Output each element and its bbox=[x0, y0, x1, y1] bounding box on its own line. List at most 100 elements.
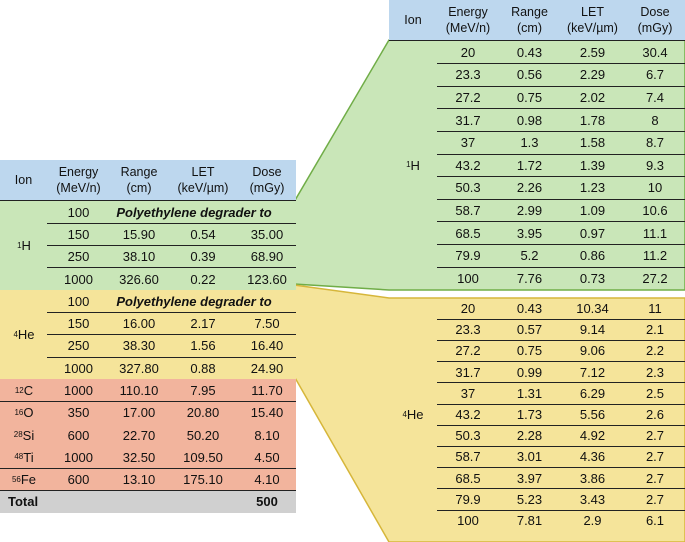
header-line-2: (mGy) bbox=[637, 21, 673, 35]
let-cell: 7.95 bbox=[190, 383, 216, 399]
range-cell: 0.43 bbox=[516, 44, 543, 60]
row-rule bbox=[437, 403, 685, 405]
row-rule bbox=[47, 267, 296, 269]
range-cell: 2.26 bbox=[516, 180, 543, 196]
element-symbol: He bbox=[17, 327, 35, 343]
header-line-1: Range bbox=[120, 165, 158, 179]
dose-cell: 68.90 bbox=[250, 249, 284, 265]
header-line-2: (keV/µm) bbox=[177, 181, 229, 195]
range-cell: 16.00 bbox=[122, 316, 156, 332]
energy-cell: 250 bbox=[67, 338, 90, 354]
range-cell: 0.98 bbox=[516, 112, 543, 128]
column-header: LET (keV/µm) bbox=[560, 0, 625, 40]
let-cell: 0.86 bbox=[579, 248, 606, 264]
let-cell: 1.78 bbox=[579, 112, 606, 128]
row-rule bbox=[437, 424, 685, 426]
energy-cell: 150 bbox=[67, 316, 90, 332]
range-cell: 0.75 bbox=[516, 89, 543, 105]
energy-cell: 79.9 bbox=[455, 491, 481, 507]
energy-cell: 58.7 bbox=[455, 202, 481, 218]
let-cell: 1.58 bbox=[579, 135, 606, 151]
energy-cell: 31.7 bbox=[455, 364, 481, 380]
dose-cell: 4.50 bbox=[254, 449, 280, 465]
let-cell: 175.10 bbox=[183, 472, 223, 488]
column-header: Range (cm) bbox=[499, 0, 560, 40]
let-cell: 1.23 bbox=[579, 180, 606, 196]
header-line-2: (MeV/n) bbox=[56, 181, 101, 195]
let-cell: 2.59 bbox=[579, 44, 606, 60]
dose-cell: 2.5 bbox=[645, 385, 665, 401]
let-cell: 0.97 bbox=[579, 225, 606, 241]
energy-cell: 250 bbox=[67, 249, 90, 265]
range-cell: 2.99 bbox=[516, 202, 543, 218]
dose-cell: 15.40 bbox=[250, 405, 284, 421]
dose-cell: 7.4 bbox=[645, 89, 665, 105]
range-cell: 327.80 bbox=[119, 360, 159, 376]
header-line-2: (cm) bbox=[517, 21, 542, 35]
row-rule bbox=[437, 130, 685, 132]
header-line-1: Dose bbox=[252, 165, 282, 179]
energy-cell: 100 bbox=[67, 204, 90, 220]
energy-cell: 1000 bbox=[64, 449, 93, 465]
row-rule bbox=[437, 221, 685, 223]
dose-cell: 4.10 bbox=[254, 472, 280, 488]
element-symbol: H bbox=[410, 157, 420, 173]
let-cell: 1.39 bbox=[579, 157, 606, 173]
energy-cell: 58.7 bbox=[455, 449, 481, 465]
range-cell: 32.50 bbox=[122, 449, 156, 465]
let-cell: 10.34 bbox=[576, 301, 609, 317]
energy-cell: 43.2 bbox=[455, 407, 481, 423]
total-band bbox=[0, 490, 296, 513]
energy-cell: 68.5 bbox=[455, 225, 481, 241]
dose-cell: 10 bbox=[647, 180, 663, 196]
row-rule bbox=[437, 488, 685, 490]
range-cell: 7.81 bbox=[516, 513, 543, 529]
energy-cell: 37 bbox=[460, 135, 476, 151]
dose-cell: 6.7 bbox=[645, 67, 665, 83]
ion-label: 4 He bbox=[402, 407, 424, 423]
element-symbol: C bbox=[23, 383, 34, 399]
let-cell: 9.06 bbox=[579, 343, 606, 359]
dose-cell: 24.90 bbox=[250, 360, 284, 376]
group-band-c bbox=[0, 379, 296, 402]
row-rule bbox=[47, 245, 296, 247]
header-line-1: Ion bbox=[14, 173, 33, 187]
energy-cell: 68.5 bbox=[455, 470, 481, 486]
header-line-1: Ion bbox=[404, 13, 422, 27]
header-line-1: Dose bbox=[640, 5, 670, 19]
range-cell: 1.72 bbox=[516, 157, 543, 173]
dose-cell: 8.7 bbox=[645, 135, 665, 151]
header-line-2: (cm) bbox=[126, 181, 152, 195]
energy-cell: 50.3 bbox=[455, 180, 481, 196]
let-cell: 2.29 bbox=[579, 67, 606, 83]
degrader-note: Polyethylene degrader to bbox=[116, 293, 272, 309]
range-cell: 0.75 bbox=[516, 343, 543, 359]
let-cell: 50.20 bbox=[186, 427, 220, 443]
row-rule bbox=[437, 198, 685, 200]
degrader-note: Polyethylene degrader to bbox=[116, 204, 272, 220]
dose-cell: 6.1 bbox=[645, 513, 665, 529]
group-band-o bbox=[0, 401, 296, 424]
let-cell: 5.56 bbox=[579, 407, 606, 423]
let-cell: 0.88 bbox=[190, 360, 216, 376]
row-rule bbox=[437, 361, 685, 363]
element-symbol: Si bbox=[22, 427, 35, 443]
let-cell: 2.9 bbox=[583, 513, 602, 529]
dose-cell: 2.7 bbox=[645, 449, 665, 465]
dose-cell: 10.6 bbox=[642, 202, 668, 218]
proton-header-band bbox=[389, 0, 685, 40]
range-cell: 38.30 bbox=[122, 338, 156, 354]
ion-label: 16 O bbox=[14, 405, 34, 421]
let-cell: 0.54 bbox=[190, 226, 216, 242]
row-rule bbox=[437, 382, 685, 384]
let-cell: 7.12 bbox=[579, 364, 606, 380]
range-cell: 5.23 bbox=[516, 491, 543, 507]
let-cell: 1.56 bbox=[190, 338, 216, 354]
let-cell: 20.80 bbox=[186, 405, 220, 421]
row-rule bbox=[47, 356, 296, 358]
row-rule bbox=[437, 509, 685, 511]
let-cell: 0.73 bbox=[579, 270, 606, 286]
dose-cell: 11.2 bbox=[642, 248, 668, 264]
let-cell: 0.39 bbox=[190, 249, 216, 265]
